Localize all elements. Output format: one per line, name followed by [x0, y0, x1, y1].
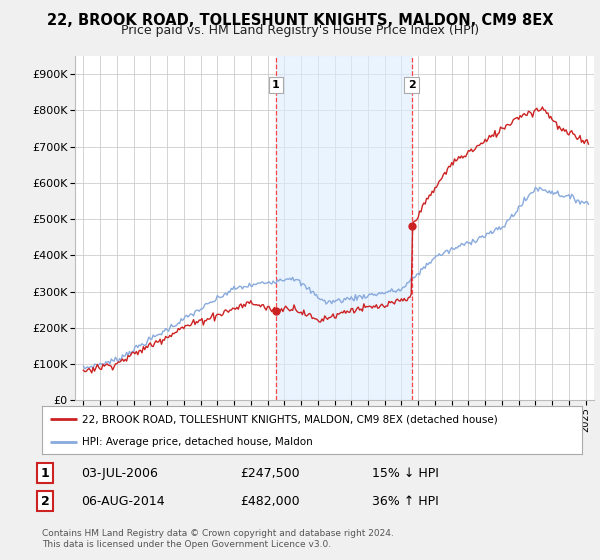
- Text: 1: 1: [272, 80, 280, 90]
- Text: 22, BROOK ROAD, TOLLESHUNT KNIGHTS, MALDON, CM9 8EX: 22, BROOK ROAD, TOLLESHUNT KNIGHTS, MALD…: [47, 13, 553, 28]
- Text: Contains HM Land Registry data © Crown copyright and database right 2024.
This d: Contains HM Land Registry data © Crown c…: [42, 529, 394, 549]
- Text: 1: 1: [41, 466, 49, 480]
- Text: 03-JUL-2006: 03-JUL-2006: [81, 466, 158, 480]
- Text: Price paid vs. HM Land Registry's House Price Index (HPI): Price paid vs. HM Land Registry's House …: [121, 24, 479, 37]
- Text: 2: 2: [407, 80, 415, 90]
- Text: £247,500: £247,500: [240, 466, 299, 480]
- Text: 36% ↑ HPI: 36% ↑ HPI: [372, 494, 439, 508]
- Text: HPI: Average price, detached house, Maldon: HPI: Average price, detached house, Mald…: [83, 437, 313, 447]
- Text: 22, BROOK ROAD, TOLLESHUNT KNIGHTS, MALDON, CM9 8EX (detached house): 22, BROOK ROAD, TOLLESHUNT KNIGHTS, MALD…: [83, 414, 498, 424]
- Text: 2: 2: [41, 494, 49, 508]
- Text: 06-AUG-2014: 06-AUG-2014: [81, 494, 164, 508]
- Text: 15% ↓ HPI: 15% ↓ HPI: [372, 466, 439, 480]
- Bar: [276, 56, 412, 400]
- Text: £482,000: £482,000: [240, 494, 299, 508]
